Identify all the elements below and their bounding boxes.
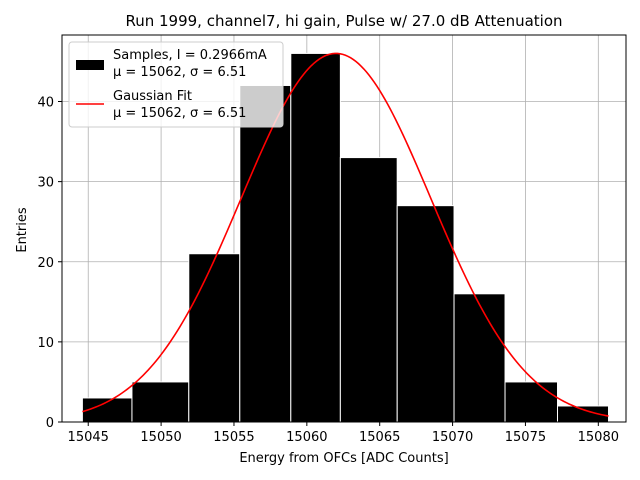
x-tick-label: 15080 [578, 430, 619, 445]
histogram-bars [81, 52, 610, 423]
histogram-bar [504, 381, 559, 423]
legend: Samples, I = 0.2966mA μ = 15062, σ = 6.5… [68, 41, 284, 128]
x-tick-label: 15070 [432, 430, 473, 445]
histogram-bar [131, 381, 190, 423]
histogram-bar [188, 253, 241, 423]
x-axis-label: Energy from OFCs [ADC Counts] [239, 451, 448, 466]
y-axis-label: Entries [15, 207, 30, 253]
x-tick-label: 15055 [213, 430, 254, 445]
plot-area-frame [61, 34, 627, 423]
x-tick-label: 15050 [140, 430, 181, 445]
histogram-bar [239, 84, 292, 423]
histogram-bar [396, 205, 455, 423]
x-tick-label: 15060 [286, 430, 327, 445]
gaussian-fit-curve [82, 52, 609, 417]
legend-swatch-samples [76, 60, 104, 70]
histogram-bar [290, 52, 341, 423]
y-axis-ticks: 0 10 20 30 40 [37, 96, 62, 431]
y-tick-label: 20 [37, 256, 54, 271]
chart-title: Run 1999, channel7, hi gain, Pulse w/ 27… [125, 12, 562, 30]
histogram-bar [453, 293, 506, 423]
x-axis-ticks: 15045 15050 15055 15060 15065 15070 15075 15080 [68, 422, 619, 445]
y-tick-label: 30 [37, 176, 54, 191]
legend-stats-fit: μ = 15062, σ = 6.51 [113, 106, 246, 121]
legend-label-fit: Gaussian Fit [113, 89, 192, 104]
x-tick-label: 15075 [505, 430, 546, 445]
legend-stats-samples: μ = 15062, σ = 6.51 [113, 65, 246, 80]
x-tick-label: 15065 [359, 430, 400, 445]
x-tick-label: 15045 [68, 430, 109, 445]
legend-label-samples: Samples, I = 0.2966mA [113, 48, 267, 63]
gaussian-fit-line [82, 52, 609, 417]
y-tick-label: 0 [46, 416, 54, 431]
legend-box [68, 41, 284, 128]
y-tick-label: 40 [37, 96, 54, 111]
histogram-bar [339, 157, 398, 423]
y-tick-label: 10 [37, 336, 54, 351]
